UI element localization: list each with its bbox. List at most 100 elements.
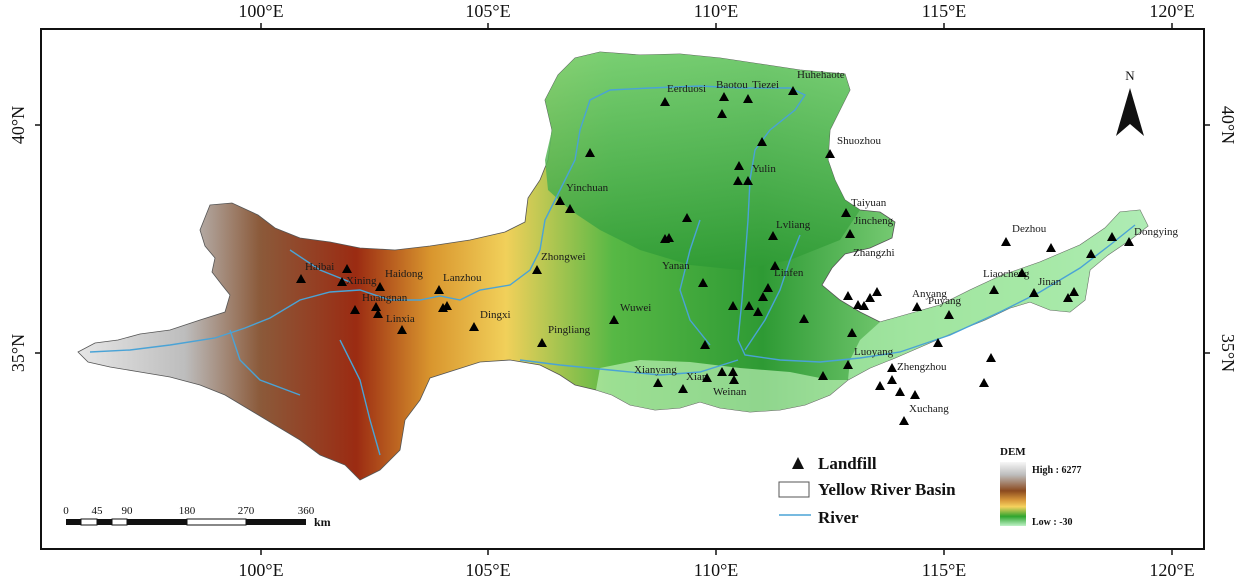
lat-tick-left: 35°N bbox=[8, 334, 28, 372]
landfill-marker bbox=[757, 137, 767, 146]
landfill-marker bbox=[989, 285, 999, 294]
landfill-marker bbox=[944, 310, 954, 319]
city-label: Eerduosi bbox=[667, 83, 706, 95]
city-label: Pingliang bbox=[548, 324, 591, 336]
landfill-marker bbox=[375, 282, 385, 291]
landfill-marker bbox=[728, 301, 738, 310]
landfill-marker bbox=[373, 309, 383, 318]
city-label: Dingxi bbox=[480, 309, 511, 321]
lon-tick-bottom: 105°E bbox=[465, 560, 510, 580]
lon-tick-top: 115°E bbox=[922, 1, 967, 21]
city-label: Tiezei bbox=[752, 79, 779, 91]
scale-segment bbox=[111, 518, 128, 526]
landfill-marker bbox=[296, 274, 306, 283]
landfill-marker bbox=[585, 148, 595, 157]
city-label: Puyang bbox=[928, 295, 962, 307]
landfill-marker bbox=[1124, 237, 1134, 246]
lon-tick-top: 110°E bbox=[694, 1, 739, 21]
landfill-marker bbox=[371, 302, 381, 311]
north-label: N bbox=[1125, 68, 1135, 83]
legend-landfill-label: Landfill bbox=[818, 454, 877, 473]
city-label: Taiyuan bbox=[851, 197, 887, 209]
landfill-marker bbox=[719, 92, 729, 101]
landfill-marker bbox=[763, 283, 773, 292]
city-label: Linxia bbox=[386, 313, 415, 325]
lat-tick-left: 40°N bbox=[8, 106, 28, 144]
landfill-marker bbox=[653, 378, 663, 387]
city-label: Huhehaote bbox=[797, 69, 845, 81]
landfill-marker bbox=[717, 109, 727, 118]
city-label: Xianyang bbox=[634, 364, 677, 376]
city-label: Jincheng bbox=[854, 215, 894, 227]
dem-high-label: High : 6277 bbox=[1032, 465, 1081, 476]
eastern-plain bbox=[848, 210, 1148, 380]
landfill-marker bbox=[753, 307, 763, 316]
yellow-river-basin bbox=[77, 51, 1149, 481]
city-label: Jinan bbox=[1038, 276, 1062, 288]
dem-legend: DEM High : 6277 Low : -30 bbox=[1000, 446, 1081, 528]
scale-segment bbox=[127, 519, 187, 525]
landfill-marker bbox=[818, 371, 828, 380]
north-arrow: N bbox=[1116, 68, 1144, 136]
city-label: Huangnan bbox=[362, 292, 408, 304]
landfill-marker bbox=[700, 340, 710, 349]
landfill-marker bbox=[698, 278, 708, 287]
lat-tick-right: 40°N bbox=[1218, 106, 1238, 144]
river-network bbox=[89, 85, 1136, 456]
legend-river-label: River bbox=[818, 508, 859, 527]
scale-label: 0 bbox=[63, 505, 69, 517]
lat-ticks-left: 40°N 35°N bbox=[8, 106, 28, 372]
landfill-marker bbox=[933, 338, 943, 347]
lat-tick-right: 35°N bbox=[1218, 334, 1238, 372]
wei-river bbox=[519, 359, 739, 376]
city-label: Zhengzhou bbox=[897, 361, 947, 373]
landfill-marker bbox=[768, 231, 778, 240]
landfill-marker bbox=[758, 292, 768, 301]
city-label: Yanan bbox=[662, 260, 690, 272]
landfill-marker bbox=[847, 328, 857, 337]
scale-label: 360 bbox=[298, 505, 315, 517]
scale-segment bbox=[80, 518, 98, 526]
landfill-marker bbox=[744, 301, 754, 310]
landfill-marker bbox=[664, 233, 674, 242]
legend-basin-label: Yellow River Basin bbox=[818, 480, 956, 499]
city-label: Xuchang bbox=[909, 403, 949, 415]
city-label: Linfen bbox=[774, 267, 804, 279]
landfill-marker bbox=[717, 367, 727, 376]
scale-label: 270 bbox=[238, 505, 255, 517]
landfill-marker bbox=[728, 367, 738, 376]
lon-ticks-bottom: 100°E 105°E 110°E 115°E 120°E bbox=[238, 560, 1194, 580]
tributary bbox=[229, 329, 301, 396]
lon-tick-bottom: 115°E bbox=[922, 560, 967, 580]
lat-ticks-right: 40°N 35°N bbox=[1218, 106, 1238, 372]
wei-river-plain bbox=[596, 360, 848, 412]
landfill-marker bbox=[434, 285, 444, 294]
city-label: Haidong bbox=[385, 268, 423, 280]
city-label: Yulin bbox=[752, 163, 776, 175]
ordos-plateau bbox=[545, 52, 860, 270]
city-label: Lvliang bbox=[776, 219, 811, 231]
landfill-marker bbox=[469, 322, 479, 331]
scale-segment bbox=[66, 519, 81, 525]
landfill-marker bbox=[825, 149, 835, 158]
tributary bbox=[679, 219, 711, 346]
landfill-marker bbox=[682, 213, 692, 222]
landfill-marker bbox=[733, 176, 743, 185]
lon-ticks-top: 100°E 105°E 110°E 115°E 120°E bbox=[238, 1, 1194, 21]
landfill-marker bbox=[853, 300, 863, 309]
landfill-marker bbox=[342, 264, 352, 273]
landfill-marker bbox=[979, 378, 989, 387]
lon-tick-marks bbox=[35, 23, 1210, 555]
city-label: Baotou bbox=[716, 79, 748, 91]
city-label: Xining bbox=[346, 275, 377, 287]
landfill-marker bbox=[1063, 293, 1073, 302]
landfill-marker bbox=[532, 265, 542, 274]
city-label: Xian bbox=[686, 371, 708, 383]
landfill-marker bbox=[537, 338, 547, 347]
landfill-marker bbox=[1046, 243, 1056, 252]
tributary bbox=[289, 249, 351, 283]
lon-tick-bottom: 100°E bbox=[238, 560, 283, 580]
city-label: Yinchuan bbox=[566, 182, 609, 194]
legend: Landfill Yellow River Basin River bbox=[778, 454, 956, 527]
